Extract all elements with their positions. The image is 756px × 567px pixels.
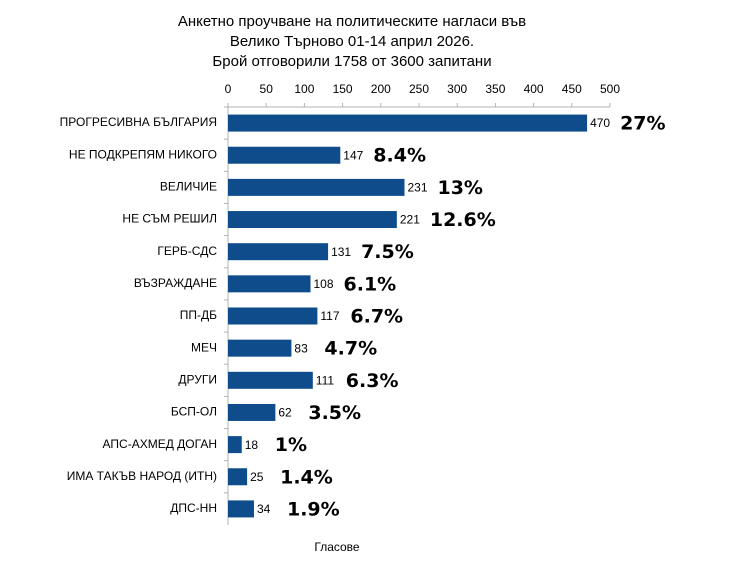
x-tick-label: 50 [260, 82, 274, 96]
value-label: 147 [343, 148, 363, 162]
value-label: 231 [407, 181, 427, 195]
bar [228, 500, 254, 518]
x-tick-label: 200 [371, 82, 391, 96]
bar [228, 339, 292, 357]
x-tick-label: 250 [409, 82, 429, 96]
value-label: 470 [590, 116, 610, 130]
y-tick-label: ВЪЗРАЖДАНЕ [134, 276, 217, 290]
x-tick-label: 0 [225, 82, 232, 96]
chart-title: Анкетно проучване на политическите нагла… [178, 13, 526, 30]
y-tick-label: НЕ СЪМ РЕШИЛ [122, 212, 217, 226]
share-label: 8.4% [373, 145, 426, 167]
x-tick-label: 300 [447, 82, 467, 96]
chart-title: Брой отговорили 1758 от 3600 запитани [212, 53, 491, 70]
share-label: 27% [620, 113, 665, 135]
share-label: 1.4% [280, 466, 333, 488]
value-label: 117 [320, 309, 339, 323]
y-tick-label: ГЕРБ-СДС [157, 244, 217, 258]
bar [228, 146, 341, 164]
value-label: 131 [331, 245, 351, 259]
x-tick-label: 350 [485, 82, 505, 96]
value-label: 25 [250, 470, 264, 484]
share-label: 3.5% [308, 402, 361, 424]
bar [228, 468, 248, 486]
value-label: 18 [245, 438, 259, 452]
bar [228, 114, 588, 132]
value-label: 34 [257, 502, 271, 516]
y-tick-label: ДРУГИ [178, 372, 217, 386]
bar [228, 178, 405, 196]
share-label: 4.7% [324, 338, 377, 360]
y-tick-label: ПРОГРЕСИВНА БЪЛГАРИЯ [60, 115, 217, 129]
share-label: 1% [275, 434, 307, 456]
share-label: 12.6% [430, 209, 496, 231]
bar [228, 243, 329, 261]
x-tick-label: 500 [600, 82, 620, 96]
x-tick-label: 100 [294, 82, 314, 96]
bar [228, 436, 242, 454]
share-label: 7.5% [361, 241, 414, 263]
chart-title: Велико Търново 01-14 април 2026. [230, 33, 474, 50]
x-tick-label: 450 [562, 82, 582, 96]
bar [228, 371, 313, 389]
value-label: 111 [316, 373, 335, 387]
y-tick-label: ВЕЛИЧИЕ [160, 180, 217, 194]
bar [228, 403, 276, 421]
y-tick-label: ПП-ДБ [180, 308, 217, 322]
bar [228, 307, 318, 325]
y-tick-label: НЕ ПОДКРЕПЯМ НИКОГО [69, 147, 217, 161]
x-tick-label: 400 [524, 82, 544, 96]
y-tick-label: МЕЧ [191, 340, 217, 354]
y-tick-label: ДПС-НН [170, 501, 217, 515]
value-label: 62 [278, 406, 292, 420]
bar [228, 211, 397, 229]
share-label: 13% [437, 177, 482, 199]
x-axis-label: Гласове [314, 540, 360, 554]
y-tick-label: ИМА ТАКЪВ НАРОД (ИТН) [67, 469, 217, 483]
value-label: 221 [400, 213, 420, 227]
value-label: 83 [294, 341, 308, 355]
share-label: 1.9% [287, 498, 340, 520]
y-tick-label: БСП-ОЛ [171, 405, 217, 419]
x-tick-label: 150 [333, 82, 353, 96]
value-label: 108 [314, 277, 334, 291]
share-label: 6.1% [344, 273, 397, 295]
share-label: 6.7% [350, 306, 403, 328]
share-label: 6.3% [346, 370, 399, 392]
y-tick-label: АПС-АХМЕД ДОГАН [103, 437, 217, 451]
bar [228, 275, 311, 293]
